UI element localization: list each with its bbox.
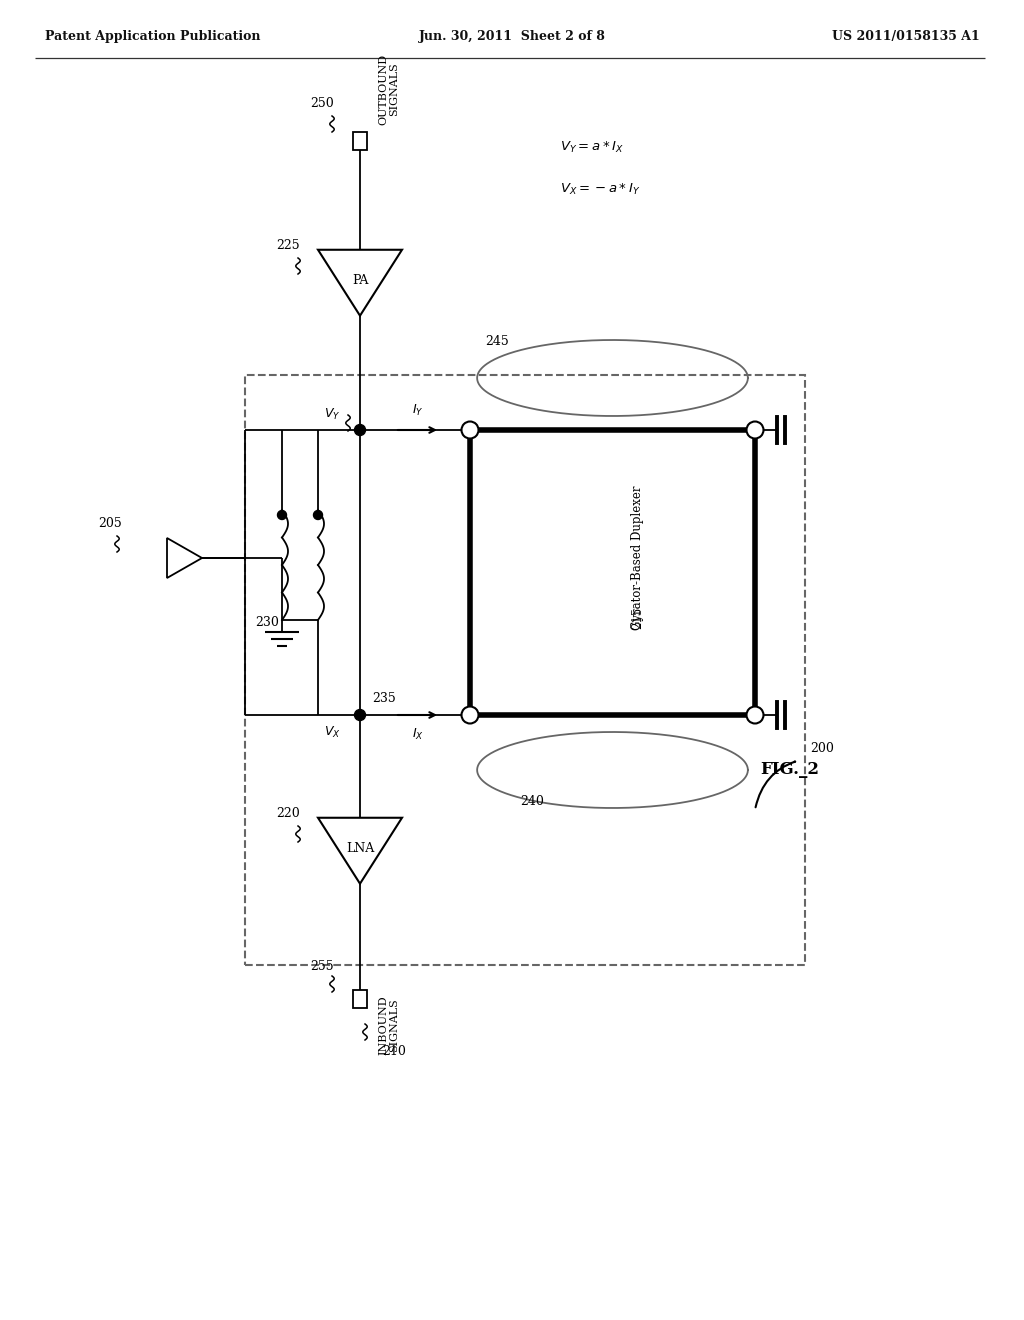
Circle shape <box>354 425 366 436</box>
Circle shape <box>278 511 287 520</box>
Text: US 2011/0158135 A1: US 2011/0158135 A1 <box>833 30 980 44</box>
Text: LNA: LNA <box>346 842 374 854</box>
Text: 215: 215 <box>631 606 644 628</box>
Text: $V_X = -a * I_Y$: $V_X = -a * I_Y$ <box>560 182 640 197</box>
FancyArrowPatch shape <box>756 762 796 808</box>
Text: 250: 250 <box>310 96 334 110</box>
Text: 220: 220 <box>276 807 300 820</box>
Circle shape <box>462 421 478 438</box>
Text: $V_Y = a * I_X$: $V_Y = a * I_X$ <box>560 140 624 154</box>
Text: 230: 230 <box>255 616 279 630</box>
Text: Gyrator-Based Duplexer: Gyrator-Based Duplexer <box>631 486 644 630</box>
Text: $V_Y$: $V_Y$ <box>324 407 340 422</box>
Text: PA: PA <box>352 273 369 286</box>
Circle shape <box>462 706 478 723</box>
Text: 235: 235 <box>372 692 395 705</box>
Circle shape <box>313 511 323 520</box>
Text: 210: 210 <box>382 1045 406 1059</box>
Circle shape <box>746 706 764 723</box>
Circle shape <box>354 710 366 721</box>
Text: Patent Application Publication: Patent Application Publication <box>45 30 260 44</box>
Text: $I_Y$: $I_Y$ <box>413 403 424 418</box>
Text: 245: 245 <box>485 335 509 348</box>
Circle shape <box>746 421 764 438</box>
Text: OUTBOUND
SIGNALS: OUTBOUND SIGNALS <box>378 54 399 125</box>
Text: 205: 205 <box>98 517 122 531</box>
Text: 200: 200 <box>810 742 834 755</box>
Text: $V_X$: $V_X$ <box>324 725 340 741</box>
Text: $I_X$: $I_X$ <box>412 727 424 742</box>
Text: INBOUND
SIGNALS: INBOUND SIGNALS <box>378 995 399 1055</box>
Text: FIG._2: FIG._2 <box>760 762 819 779</box>
Text: 225: 225 <box>276 239 300 252</box>
Text: Jun. 30, 2011  Sheet 2 of 8: Jun. 30, 2011 Sheet 2 of 8 <box>419 30 605 44</box>
Text: 240: 240 <box>520 795 544 808</box>
Text: 255: 255 <box>310 960 334 973</box>
